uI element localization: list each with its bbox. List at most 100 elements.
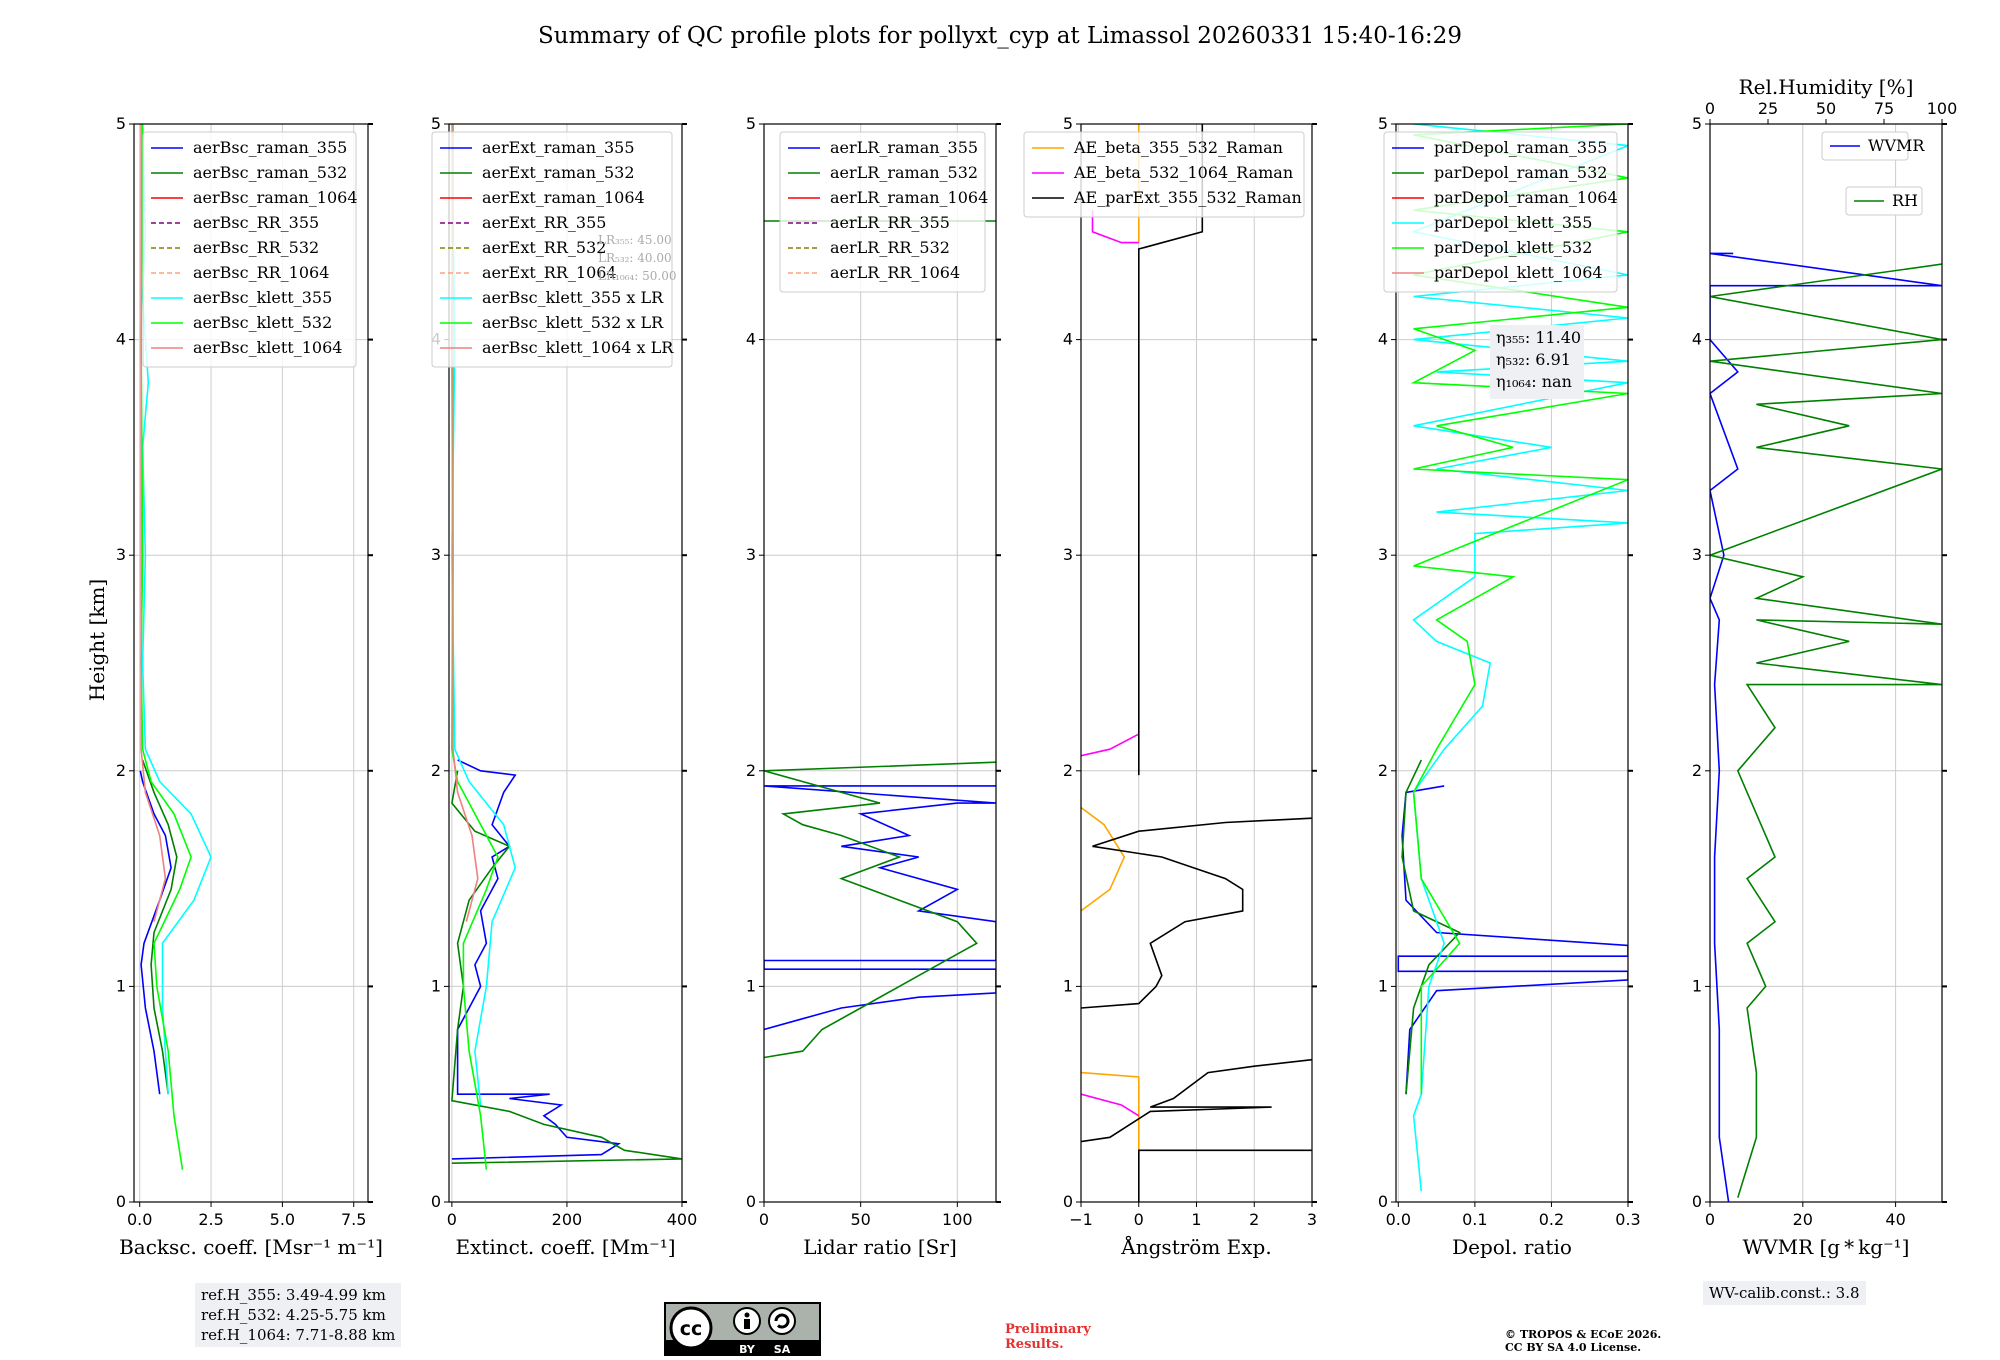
x-tick-label: 0 — [1705, 1210, 1715, 1229]
legend-label: aerBsc_klett_532 x LR — [482, 313, 664, 332]
y-tick-label: 5 — [1378, 114, 1388, 133]
y-tick-label: 0 — [1063, 1192, 1073, 1211]
x-tick-label: −1 — [1069, 1210, 1093, 1229]
wv-calibration-box: WV-calib.const.: 3.8 — [1703, 1281, 1866, 1305]
top-x-tick-label: 75 — [1874, 99, 1894, 118]
y-tick-label: 5 — [746, 114, 756, 133]
share-alike-icon — [768, 1307, 796, 1335]
legend-label: aerBsc_RR_355 — [193, 213, 319, 232]
series-ae-parext-355-532-raman-c — [1081, 817, 1312, 1009]
y-tick-label: 0 — [1692, 1192, 1702, 1211]
y-tick-label: 1 — [1063, 976, 1073, 995]
y-axis-label: Height [km] — [85, 579, 109, 701]
legend-label: aerBsc_klett_1064 x LR — [482, 338, 674, 357]
y-tick-label: 1 — [1378, 976, 1388, 995]
legend-ext: aerExt_raman_355 aerExt_raman_532 aerExt_r… — [431, 131, 674, 368]
ref-height-1064: ref.H_1064: 7.71-8.88 km — [201, 1326, 396, 1344]
x-tick-label: 2 — [1249, 1210, 1259, 1229]
cc-logo-text: cc — [680, 1318, 703, 1340]
legend-label: aerLR_raman_355 — [830, 138, 978, 157]
y-tick-label: 5 — [1063, 114, 1073, 133]
legend-label: aerExt_raman_532 — [482, 163, 635, 182]
x-axis-label: WVMR [g * kg⁻¹] — [1743, 1235, 1910, 1259]
legend-label: aerBsc_klett_1064 — [193, 338, 342, 357]
legend-label: aerExt_RR_1064 — [482, 263, 617, 282]
note-line: η₃₅₅: 11.40 — [1496, 328, 1581, 347]
x-tick-label: 0.1 — [1462, 1210, 1487, 1229]
series-ae-beta-355-532-raman — [1081, 1071, 1140, 1159]
y-tick-label: 2 — [1692, 761, 1702, 780]
x-axis-label: Ångström Exp. — [1120, 1234, 1271, 1259]
x-tick-label: 200 — [552, 1210, 583, 1229]
legend-box — [779, 131, 986, 293]
legend-label: parDepol_raman_355 — [1434, 138, 1607, 157]
y-tick-label: 2 — [746, 761, 756, 780]
y-tick-label: 0 — [746, 1192, 756, 1211]
copyright-line-2: CC BY SA 4.0 License. — [1505, 1341, 1642, 1354]
series-aerbsc-raman-532 — [141, 759, 178, 1095]
y-tick-label: 4 — [746, 330, 756, 349]
x-tick-label: 20 — [1793, 1210, 1813, 1229]
series-wvmr — [1710, 252, 1942, 1202]
legend-box — [142, 131, 357, 368]
sa-label: SA — [774, 1343, 791, 1356]
y-tick-label: 3 — [1063, 545, 1073, 564]
cc-license-badge: cc BY SA — [664, 1302, 821, 1356]
legend-wvmr: WVMR — [1821, 131, 1925, 161]
axes-frame — [448, 123, 683, 1203]
y-tick-label: 1 — [431, 976, 441, 995]
x-tick-label: 2.5 — [198, 1210, 223, 1229]
series-aerbsc-klett-1064 — [140, 124, 167, 922]
x-axis-label: Depol. ratio — [1452, 1235, 1572, 1259]
y-tick-label: 2 — [116, 761, 126, 780]
reference-heights-box: ref.H_355: 3.49-4.99 km ref.H_532: 4.25-… — [195, 1283, 402, 1347]
wv-calibration-text: WV-calib.const.: 3.8 — [1709, 1284, 1860, 1302]
series-aerlr-raman-355 — [764, 785, 996, 1031]
top-x-tick-label: 50 — [1816, 99, 1836, 118]
legend-label: aerExt_raman_355 — [482, 138, 635, 157]
legend-bsc: aerBsc_raman_355 aerBsc_raman_532 aerBsc_r… — [142, 131, 358, 368]
cc-logo-icon — [669, 1306, 713, 1350]
y-tick-label: 5 — [116, 114, 126, 133]
preliminary-line-2: Results. — [1005, 1337, 1064, 1352]
note-line: η₁₀₆₄: nan — [1496, 372, 1572, 391]
series-ae-beta-532-1064-raman-c — [1091, 210, 1139, 244]
legend-label: aerLR_RR_532 — [830, 238, 950, 257]
x-tick-label: 0.0 — [127, 1210, 152, 1229]
legend-label: aerLR_RR_355 — [830, 213, 950, 232]
series-pardepol-raman-355 — [1397, 785, 1628, 1095]
copyright-note: © TROPOS & ECoE 2026. CC BY SA 4.0 Licen… — [1505, 1328, 1661, 1354]
series-ae-beta-532-1064-raman — [1081, 1093, 1140, 1117]
top-x-tick-label: 100 — [1927, 99, 1958, 118]
legend-label: aerLR_raman_1064 — [830, 188, 988, 207]
y-tick-label: 2 — [431, 761, 441, 780]
note-line: LR₁₀₆₄: 50.00 — [598, 269, 676, 283]
y-tick-label: 1 — [746, 976, 756, 995]
note-box — [1490, 325, 1584, 399]
y-tick-label: 2 — [1063, 761, 1073, 780]
y-tick-label: 5 — [431, 114, 441, 133]
legend-box — [431, 131, 673, 368]
copyright-line-1: © TROPOS & ECoE 2026. — [1505, 1328, 1662, 1341]
legend-label: AE_beta_532_1064_Raman — [1073, 163, 1293, 182]
preliminary-line-1: Preliminary — [1005, 1322, 1091, 1337]
x-tick-label: 3 — [1307, 1210, 1317, 1229]
legend-label: aerBsc_RR_1064 — [193, 263, 329, 282]
x-tick-label: 0.3 — [1615, 1210, 1640, 1229]
top-axis-label: Rel.Humidity [%] — [1739, 75, 1914, 99]
y-tick-label: 0 — [1378, 1192, 1388, 1211]
legend-label: parDepol_klett_355 — [1434, 213, 1592, 232]
series-aerlr-raman-532 — [764, 761, 996, 1059]
panels: 0 1 2 3 4 5 0.0 2.5 5.0 7.5 Backsc. coeff. [Msr⁻¹ … — [116, 75, 1957, 1259]
note-ext: LR₃₅₅: 45.00 LR₅₃₂: 40.00 LR₁₀₆₄: 50.00 — [598, 233, 676, 283]
attribution-body — [744, 1319, 750, 1329]
legend-ae: AE_beta_355_532_Raman AE_beta_532_1064_Ra… — [1023, 131, 1305, 218]
x-tick-label: 0 — [1134, 1210, 1144, 1229]
x-tick-label: 0 — [447, 1210, 457, 1229]
note-line: LR₃₅₅: 45.00 — [598, 233, 672, 247]
x-tick-label: 0.0 — [1386, 1210, 1411, 1229]
axes-frame — [763, 123, 997, 1203]
series-ae-parext-355-532-raman-b — [1081, 1058, 1312, 1143]
